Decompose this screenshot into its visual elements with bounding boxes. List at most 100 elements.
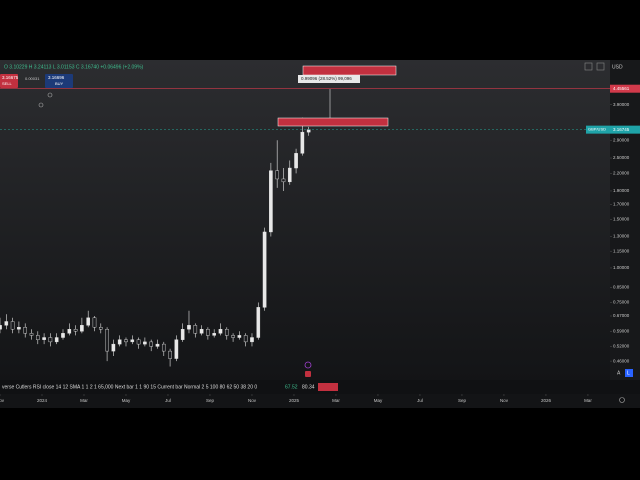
candle-body — [67, 329, 72, 334]
x-tick-label: Jul — [417, 398, 423, 403]
y-tick-label: 0.75000 — [613, 300, 630, 305]
candle-body — [224, 329, 229, 336]
y-tick-label: 3.90000 — [613, 102, 630, 107]
candle-body — [61, 333, 65, 338]
ohlc-header: O 3.10229 H 3.24113 L 3.01153 C 3.16740 … — [4, 64, 144, 70]
candle-body — [149, 341, 153, 347]
candle-body — [193, 325, 198, 334]
candle-body — [111, 343, 116, 352]
candle-body — [206, 329, 210, 336]
alert-label: 4.45561 — [613, 86, 630, 91]
candle-body — [105, 329, 109, 352]
y-tick-label: 0.85000 — [613, 285, 630, 290]
spread: 0.00031 — [25, 76, 40, 81]
buy-button[interactable] — [45, 74, 73, 88]
measure-label-bg — [298, 75, 360, 83]
candle-body — [300, 131, 305, 154]
candle-body — [199, 329, 204, 334]
indicator-settings: verse Cutlers RSI close 14 12 SMA 1 1 2 … — [2, 384, 257, 390]
candle-body — [117, 339, 122, 345]
entry-box[interactable] — [277, 117, 389, 127]
alert-badge — [610, 84, 640, 93]
x-tick-label: Sep — [458, 398, 467, 403]
time-axis — [0, 394, 640, 408]
price-badge — [586, 125, 640, 134]
visibility-icon[interactable] — [47, 92, 53, 98]
x-tick-label: Nov — [500, 398, 509, 403]
x-tick-label: 2026 — [541, 398, 552, 403]
visibility-icon[interactable] — [38, 102, 44, 108]
y-tick-label: 0.67000 — [613, 313, 630, 318]
candle-body — [10, 321, 15, 330]
candle-body — [155, 343, 160, 347]
candle-body — [281, 178, 286, 183]
candle-body — [48, 337, 53, 343]
settings-icon[interactable] — [619, 397, 625, 403]
candle-body — [161, 343, 166, 352]
y-tick-label: 0.59000 — [613, 328, 630, 333]
x-tick-label: May — [122, 398, 131, 403]
candle-body — [294, 153, 298, 169]
y-tick-label: 1.50000 — [613, 217, 630, 222]
x-tick-label: Mar — [80, 398, 88, 403]
candle-body — [42, 337, 46, 340]
x-tick-label: Nov — [0, 398, 5, 403]
y-tick-label: 0.46000 — [613, 358, 630, 363]
candle-body — [73, 329, 78, 332]
y-tick-label: 0.52000 — [613, 344, 630, 349]
candle-body — [29, 333, 34, 336]
x-tick-label: May — [374, 398, 383, 403]
candle-body — [174, 339, 179, 359]
y-tick-label: 1.90000 — [613, 188, 630, 193]
candle-body — [80, 325, 84, 332]
x-tick-label: Mar — [584, 398, 592, 403]
candle-body — [237, 335, 242, 338]
candle-body — [287, 167, 292, 183]
candle-body — [98, 327, 103, 330]
indicator-value: 80.34 — [302, 384, 315, 390]
y-tick-label: 2.20000 — [613, 171, 630, 176]
measure-label: 0.99096 (28.52%) 99,096 — [301, 76, 352, 81]
y-tick-label: 1.15000 — [613, 248, 630, 253]
currency[interactable]: USD — [612, 64, 623, 70]
indicator-value: 67.52 — [285, 384, 298, 390]
candle-body — [212, 333, 216, 336]
candle-body — [250, 337, 254, 343]
x-tick-label: Jul — [165, 398, 171, 403]
candle-body — [306, 129, 311, 133]
candle-body — [143, 341, 147, 345]
candle-body — [17, 327, 21, 330]
toolbar-icon[interactable] — [596, 62, 605, 71]
candle-body — [256, 307, 261, 338]
candle-body — [231, 335, 235, 338]
x-tick-label: Nov — [248, 398, 257, 403]
target-box[interactable] — [302, 65, 397, 76]
toolbar-icon[interactable] — [584, 62, 593, 71]
candle-body — [4, 321, 9, 326]
auto-scale[interactable]: A — [617, 370, 621, 376]
candle-body — [35, 335, 40, 340]
candle-body — [168, 350, 172, 359]
candle-body — [187, 325, 191, 330]
sell-button[interactable] — [0, 74, 18, 88]
price-label: 3.16745 — [613, 127, 630, 132]
buy-label: BUY — [55, 81, 64, 86]
y-tick-label: 1.70000 — [613, 201, 630, 206]
event-icon[interactable] — [304, 361, 312, 369]
y-tick-label: 2.50000 — [613, 155, 630, 160]
buy-price: 3.16696 — [48, 75, 65, 80]
x-tick-label: Mar — [332, 398, 340, 403]
log-toggle[interactable] — [625, 369, 633, 377]
log-scale[interactable]: L — [627, 370, 630, 376]
x-tick-label: Sep — [206, 398, 215, 403]
candle-body — [275, 170, 279, 180]
candle-body — [86, 317, 90, 326]
candle-body — [0, 325, 2, 330]
price-symbol: GBP/USD — [588, 127, 606, 132]
event-icon[interactable] — [305, 371, 311, 377]
candle-body — [130, 339, 135, 343]
candle-body — [180, 329, 185, 340]
y-tick-label: 1.00000 — [613, 265, 630, 270]
